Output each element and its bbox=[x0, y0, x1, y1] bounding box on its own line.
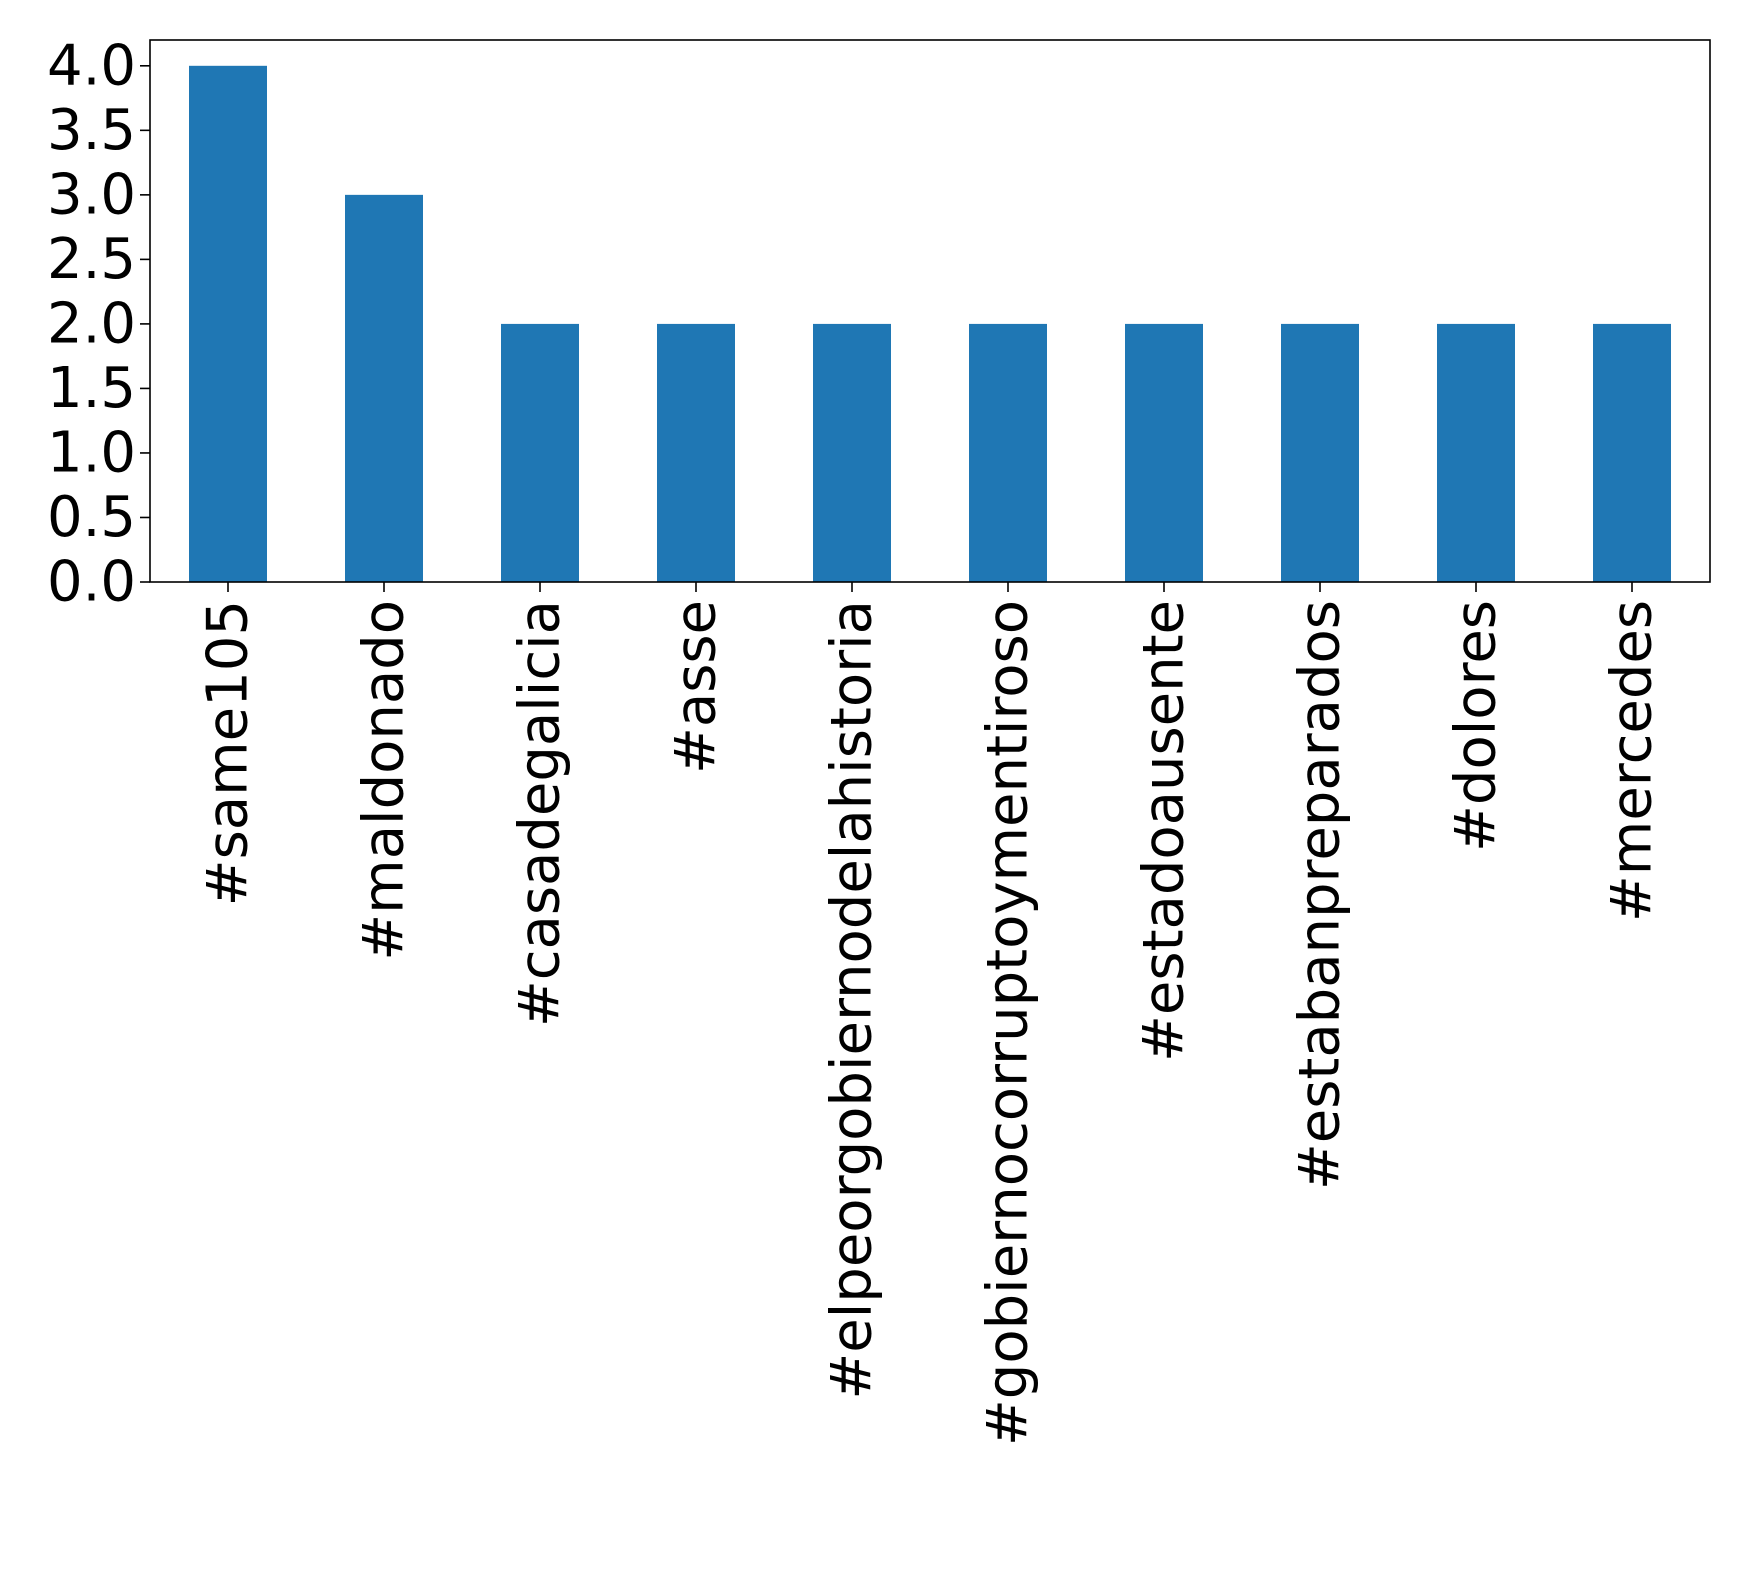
bar-1 bbox=[345, 194, 423, 582]
bar-6 bbox=[1125, 323, 1203, 582]
x-tick-label-2: #casadegalicia bbox=[508, 600, 573, 1027]
plot-frame bbox=[149, 39, 1711, 583]
y-tick-label-4: 2.0 bbox=[47, 291, 136, 356]
x-tick-label-9: #mercedes bbox=[1600, 600, 1665, 922]
bar-3 bbox=[657, 323, 735, 582]
y-tick-label-5: 2.5 bbox=[47, 227, 136, 292]
bar-2 bbox=[501, 323, 579, 582]
bar-8 bbox=[1437, 323, 1515, 582]
x-tick-label-1: #maldonado bbox=[352, 600, 417, 961]
y-tick-label-6: 3.0 bbox=[47, 162, 136, 227]
x-tick-label-6: #estadoausente bbox=[1132, 600, 1197, 1062]
x-axis: #same105 #maldonado #casadegalicia #asse #el… bbox=[196, 582, 1665, 1446]
bar-9 bbox=[1593, 323, 1671, 582]
y-tick-label-2: 1.0 bbox=[47, 420, 136, 485]
y-tick-label-3: 1.5 bbox=[47, 356, 136, 421]
bar-0 bbox=[189, 65, 267, 583]
y-tick-label-8: 4.0 bbox=[47, 33, 136, 98]
bars-layer bbox=[189, 65, 1671, 583]
x-tick-label-4: #elpeorgobiernodelahistoria bbox=[820, 600, 885, 1400]
y-axis: 0.00.51.01.52.02.53.03.54.0 bbox=[47, 33, 150, 615]
bar-7 bbox=[1281, 323, 1359, 582]
y-tick-label-7: 3.5 bbox=[47, 98, 136, 163]
x-tick-label-3: #asse bbox=[664, 600, 729, 774]
y-tick-label-1: 0.5 bbox=[47, 485, 136, 550]
x-tick-label-7: #estabanpreparados bbox=[1288, 600, 1353, 1190]
bar-5 bbox=[969, 323, 1047, 582]
x-tick-label-0: #same105 bbox=[196, 600, 261, 906]
x-tick-label-5: #gobiernocorruptoymentiroso bbox=[976, 600, 1041, 1446]
y-tick-label-0: 0.0 bbox=[47, 550, 136, 615]
x-tick-label-8: #dolores bbox=[1444, 600, 1509, 852]
bar-4 bbox=[813, 323, 891, 582]
